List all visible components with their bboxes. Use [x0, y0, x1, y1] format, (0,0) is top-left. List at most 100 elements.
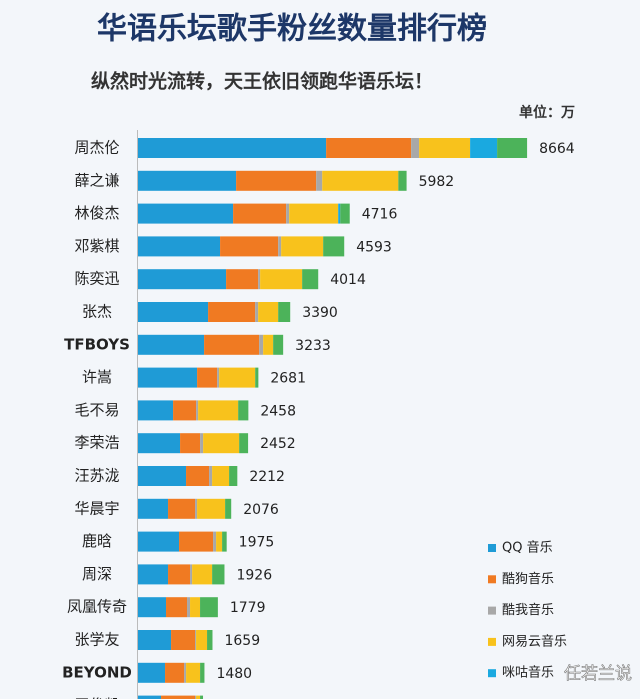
bar-segment — [138, 531, 180, 552]
category-label: 王俊凯 — [74, 696, 119, 699]
bar-segment — [263, 334, 274, 355]
category-label: 薛之谦 — [74, 171, 119, 189]
bar-segment — [302, 269, 319, 290]
bar-segment — [497, 138, 528, 158]
bar-segment — [197, 367, 218, 388]
bar-segment — [222, 531, 227, 552]
total-label: 5982 — [419, 174, 455, 190]
bar-segment — [138, 302, 209, 322]
category-label: 李荣浩 — [74, 434, 119, 452]
bar-segment — [316, 170, 323, 191]
bar-segment — [190, 564, 193, 585]
legend-label: 酷我音乐 — [502, 602, 554, 618]
bar-segment — [258, 269, 261, 290]
bar-segment — [212, 466, 230, 486]
chart-title: 华语乐坛歌手粉丝数量排行榜 — [97, 12, 487, 47]
bar-segment — [398, 170, 407, 191]
total-label: 2681 — [270, 371, 306, 387]
bar-segment — [233, 203, 287, 224]
bar-segment — [195, 498, 198, 519]
legend-swatch — [488, 544, 496, 552]
bar-segment — [255, 367, 259, 388]
bar-segment — [138, 564, 169, 585]
category-label: TFBOYS — [64, 335, 130, 353]
bar-segment — [171, 630, 196, 650]
category-label: 林俊杰 — [74, 204, 119, 222]
bar-segment — [196, 400, 199, 421]
bar-segment — [259, 334, 264, 355]
total-label: 4014 — [330, 272, 366, 288]
category-label: 毛不易 — [74, 401, 119, 419]
bar-segment — [138, 695, 162, 699]
total-label: 2212 — [249, 469, 285, 485]
category-label: 华晨宇 — [74, 499, 119, 517]
total-label: 2452 — [260, 436, 296, 452]
bar-segment — [197, 498, 226, 519]
total-label: 3233 — [295, 338, 331, 354]
bar-segment — [168, 564, 191, 585]
category-label: 周深 — [82, 565, 112, 583]
total-label: 1926 — [236, 567, 272, 583]
bar-segment — [338, 203, 341, 224]
legend-label: 咪咕音乐 — [502, 665, 554, 681]
total-label: 3390 — [302, 305, 338, 321]
category-label: 陈奕迅 — [74, 270, 119, 288]
bar-segment — [195, 630, 197, 650]
bar-segment — [207, 630, 213, 650]
bar-segment — [273, 334, 284, 355]
bar-segment — [200, 433, 204, 454]
bar-segment — [281, 236, 324, 257]
bar-segment — [200, 695, 204, 699]
bar-segment — [186, 466, 210, 486]
bar-segment — [278, 302, 291, 322]
bar-segment — [229, 466, 238, 486]
bar-segment — [208, 302, 256, 322]
bar-segment — [238, 400, 249, 421]
bar-segment — [213, 531, 217, 552]
bar-segment — [204, 334, 260, 355]
category-label: 张杰 — [82, 303, 112, 321]
bar-segment — [187, 597, 191, 618]
category-label: 凤凰传奇 — [67, 598, 127, 616]
bar-segment — [166, 597, 188, 618]
bar-segment — [184, 662, 187, 683]
bar-segment — [192, 564, 213, 585]
bar-segment — [161, 695, 196, 699]
category-label: 鹿晗 — [82, 532, 112, 550]
bar-segment — [200, 597, 218, 618]
bar-segment — [203, 433, 240, 454]
bar-segment — [419, 138, 471, 158]
bar-segment — [323, 236, 345, 257]
bar-segment — [226, 269, 259, 290]
bar-segment — [198, 400, 239, 421]
bar-segment — [286, 203, 290, 224]
total-label: 1975 — [239, 535, 275, 551]
bar-segment — [195, 695, 197, 699]
category-label: 邓紫棋 — [74, 237, 119, 255]
bar-segment — [138, 170, 237, 191]
bar-segment — [186, 662, 201, 683]
bar-segment — [179, 531, 214, 552]
bar-segment — [470, 138, 498, 158]
bar-segment — [200, 662, 205, 683]
bar-segment — [225, 498, 232, 519]
legend-swatch — [488, 669, 496, 678]
total-label: 1659 — [224, 633, 260, 649]
axis-line — [137, 130, 138, 699]
legend-swatch — [488, 637, 496, 646]
bar-segment — [138, 138, 327, 158]
legend-label: 网易云音乐 — [502, 633, 567, 649]
total-label: 2076 — [243, 502, 279, 518]
bar-segment — [138, 498, 169, 519]
bar-segment — [220, 236, 279, 257]
bar-segment — [411, 138, 420, 158]
legend-swatch — [488, 606, 496, 615]
bar-segment — [165, 662, 185, 683]
total-label: 8664 — [539, 141, 575, 157]
category-label: 张学友 — [74, 631, 119, 649]
total-label: 4593 — [356, 239, 392, 255]
bar-segment — [212, 564, 225, 585]
